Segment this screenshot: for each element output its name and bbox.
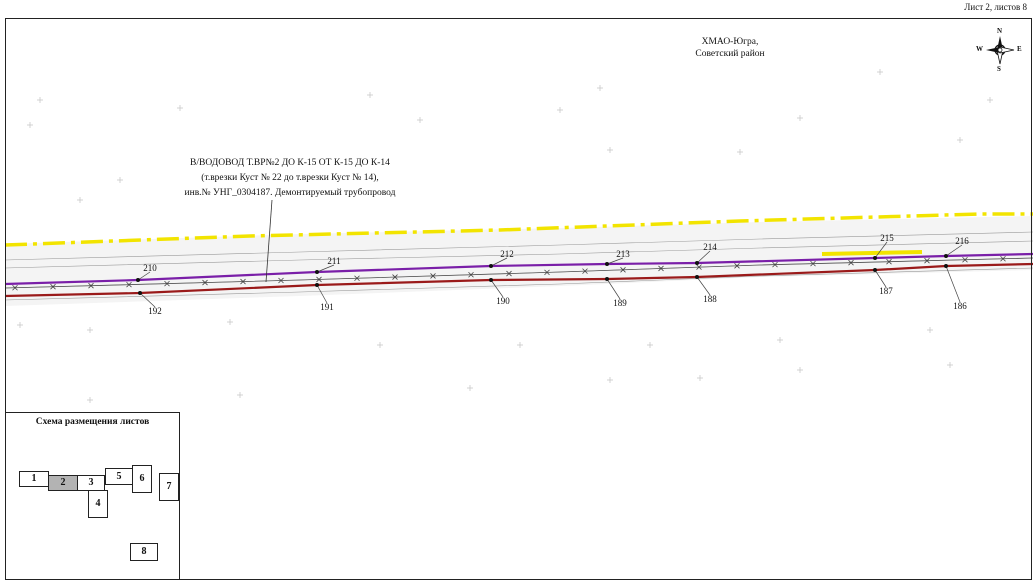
note-leader-line xyxy=(265,199,273,283)
pipeline-x-marker xyxy=(810,260,816,267)
lower-point-marker xyxy=(695,275,699,279)
boundary-segment xyxy=(821,250,923,256)
pipeline-x-marker xyxy=(88,282,94,289)
upper-point-leader xyxy=(316,264,335,273)
pipeline-x-markers xyxy=(12,255,1006,291)
upper-point-marker xyxy=(605,262,609,266)
lower-point-leader xyxy=(874,269,887,288)
pipeline-x-marker xyxy=(772,261,778,268)
upper-point-marker xyxy=(873,256,877,260)
upper-point-label: 214 xyxy=(703,242,717,252)
grid-crosses xyxy=(17,69,993,403)
upper-point-leader xyxy=(696,250,711,264)
sheet-cell-2: 2 xyxy=(48,475,78,491)
map-frame xyxy=(5,18,1032,580)
lower-point-leader xyxy=(139,292,156,308)
compass-south: S xyxy=(997,65,1001,73)
pipeline-note: В/ВОДОВОД Т.ВР№2 ДО К-15 ОТ К-15 ДО К-14… xyxy=(150,156,430,201)
lower-point-label: 187 xyxy=(879,286,893,296)
upper-point-leader xyxy=(490,257,508,267)
pipeline-x-marker xyxy=(316,276,322,283)
upper-point-label: 212 xyxy=(500,249,514,259)
pipeline-x-marker xyxy=(924,257,930,264)
sheet-cell-5: 5 xyxy=(105,468,133,485)
sheet-cell-3: 3 xyxy=(77,475,105,491)
upper-point-label: 213 xyxy=(616,249,630,259)
upper-point-label: 211 xyxy=(327,256,341,266)
pipeline-x-marker xyxy=(12,284,18,291)
upper-point-leader xyxy=(137,271,151,281)
upper-point-marker xyxy=(944,254,948,258)
lower-point-leader xyxy=(945,265,961,303)
lower-point-leader xyxy=(606,278,621,300)
lower-point-leader xyxy=(696,276,711,296)
upper-point-label: 215 xyxy=(880,233,894,243)
lower-point-marker xyxy=(489,278,493,282)
pipeline-x-marker xyxy=(696,264,702,270)
lower-point-leader xyxy=(490,279,504,298)
pipeline-x-marker xyxy=(240,278,246,285)
sheet-layout-inset: Схема размещения листов 1 2 3 4 5 6 7 8 xyxy=(5,412,180,580)
compass-west: W xyxy=(976,45,983,53)
upper-point-marker xyxy=(136,278,140,282)
lower-point-marker xyxy=(315,283,319,287)
upper-point-marker xyxy=(315,270,319,274)
upper-point-leader xyxy=(945,244,963,257)
pipeline-note-line-2: (т.врезки Куст № 22 до т.врезки Куст № 1… xyxy=(201,173,379,183)
inset-title: Схема размещения листов xyxy=(35,417,150,427)
upper-point-label: 216 xyxy=(955,236,969,246)
upper-point-marker xyxy=(695,261,699,265)
sheet-cell-8: 8 xyxy=(130,543,158,561)
pipeline-x-marker xyxy=(848,259,854,266)
lower-point-marker xyxy=(944,264,948,268)
pipeline-x-marker xyxy=(164,280,170,287)
upper-point-label: 210 xyxy=(143,263,157,273)
pipeline-x-marker xyxy=(582,268,588,274)
compass-east: E xyxy=(1017,45,1022,53)
pipeline-x-marker xyxy=(544,269,550,276)
pipeline-x-marker xyxy=(506,270,512,277)
compass-north: N xyxy=(997,27,1003,35)
pipeline-x-marker xyxy=(886,258,892,265)
land-boundary-line xyxy=(4,212,1033,247)
pipeline-x-marker xyxy=(392,274,398,280)
pipeline-x-marker xyxy=(658,265,664,272)
lower-point-label: 190 xyxy=(496,296,510,306)
pipeline-x-marker xyxy=(468,271,474,278)
pipeline-x-marker xyxy=(50,283,56,290)
lower-point-label: 188 xyxy=(703,294,717,304)
sheet-cell-7: 7 xyxy=(159,473,179,501)
pipeline-note-line-3: инв.№ УНГ_0304187. Демонтируемый трубопр… xyxy=(184,188,396,198)
pipeline-x-marker xyxy=(962,256,968,263)
lower-point-label: 186 xyxy=(953,301,967,311)
lower-point-leader xyxy=(316,284,328,304)
lower-point-marker xyxy=(873,268,877,272)
lower-point-marker xyxy=(138,291,142,295)
pipeline-x-marker xyxy=(278,277,284,284)
region-label: ХМАО-Югра, Советский район xyxy=(655,36,805,60)
pipeline-x-marker xyxy=(620,267,626,273)
upper-point-marker xyxy=(489,264,493,268)
lower-point-marker xyxy=(605,277,609,281)
region-line-1: ХМАО-Югра, xyxy=(701,37,759,47)
lower-point-label: 189 xyxy=(613,298,627,308)
upper-point-leader xyxy=(606,257,624,265)
sheet-number-label: Лист 2, листов 8 xyxy=(964,2,1027,12)
pipeline-x-marker xyxy=(126,281,132,288)
pipeline-note-line-1: В/ВОДОВОД Т.ВР№2 ДО К-15 ОТ К-15 ДО К-14 xyxy=(190,158,390,168)
pipeline-x-marker xyxy=(202,279,208,286)
upper-point-leader xyxy=(874,241,888,259)
pipeline-x-marker xyxy=(734,263,740,269)
pipeline-x-marker xyxy=(430,273,436,279)
sheet-cell-4: 4 xyxy=(88,490,108,518)
pipeline-x-marker xyxy=(354,275,360,282)
lower-point-label: 191 xyxy=(320,302,334,312)
region-line-2: Советский район xyxy=(695,49,765,59)
compass-rose-icon: N S E W xyxy=(975,25,1025,75)
pipeline-x-marker xyxy=(1000,255,1006,262)
sheet-cell-6: 6 xyxy=(132,465,152,493)
sheet-cell-1: 1 xyxy=(19,471,49,487)
lower-point-label: 192 xyxy=(148,306,162,316)
